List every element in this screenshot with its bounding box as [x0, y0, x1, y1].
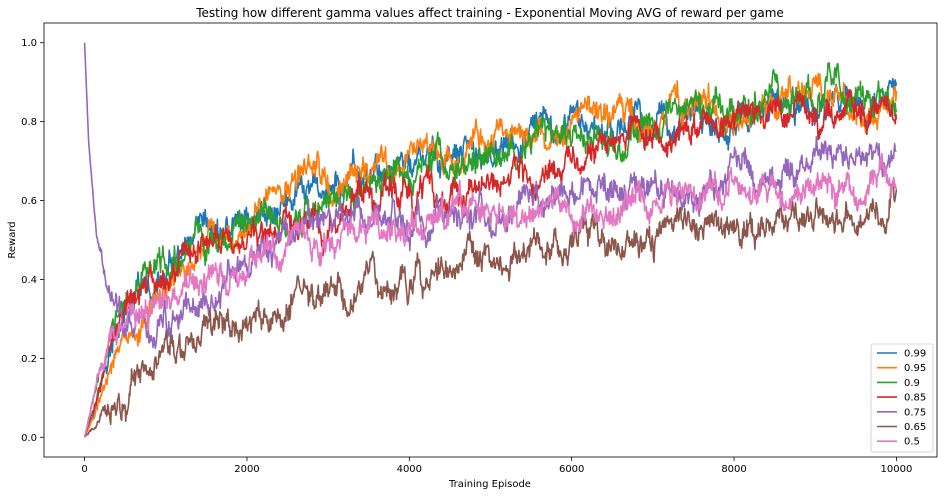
y-axis-title: Reward: [7, 221, 18, 258]
series-layer: [83, 42, 898, 438]
chart-title: Testing how different gamma values affec…: [195, 6, 784, 20]
series-line: [83, 88, 898, 438]
series-line: [83, 180, 898, 438]
y-tick-label: 0.6: [21, 196, 37, 207]
x-tick-label: 0: [81, 464, 87, 475]
x-tick-label: 2000: [234, 464, 259, 475]
legend-label: 0.99: [904, 349, 926, 360]
x-axis: 0 2000 4000 6000 8000 10000: [81, 457, 912, 475]
y-tick-label: 0.2: [21, 354, 37, 365]
legend-label: 0.75: [904, 407, 926, 418]
series-line: [83, 62, 898, 438]
legend-box: [870, 343, 934, 453]
x-axis-title: Training Episode: [448, 479, 531, 490]
legend-label: 0.65: [904, 422, 926, 433]
legend-label: 0.95: [904, 363, 926, 374]
x-tick-label: 4000: [397, 464, 422, 475]
legend-label: 0.85: [904, 393, 926, 404]
x-tick-label: 6000: [559, 464, 584, 475]
y-tick-label: 0.0: [21, 433, 37, 444]
legend: 0.99 0.95 0.9 0.85 0.75 0.65 0.5: [870, 343, 934, 453]
series-line: [83, 152, 898, 438]
legend-entries: 0.99 0.95 0.9 0.85 0.75 0.65 0.5: [877, 349, 926, 448]
legend-label: 0.5: [904, 437, 920, 448]
plot-area: [43, 22, 938, 458]
x-tick-label: 8000: [721, 464, 746, 475]
y-tick-label: 0.4: [21, 275, 37, 286]
legend-label: 0.9: [904, 378, 920, 389]
x-tick-label: 10000: [881, 464, 913, 475]
y-tick-label: 1.0: [21, 38, 37, 49]
y-tick-label: 0.8: [21, 117, 37, 128]
y-axis: 0.0 0.2 0.4 0.6 0.8 1.0: [21, 38, 44, 444]
